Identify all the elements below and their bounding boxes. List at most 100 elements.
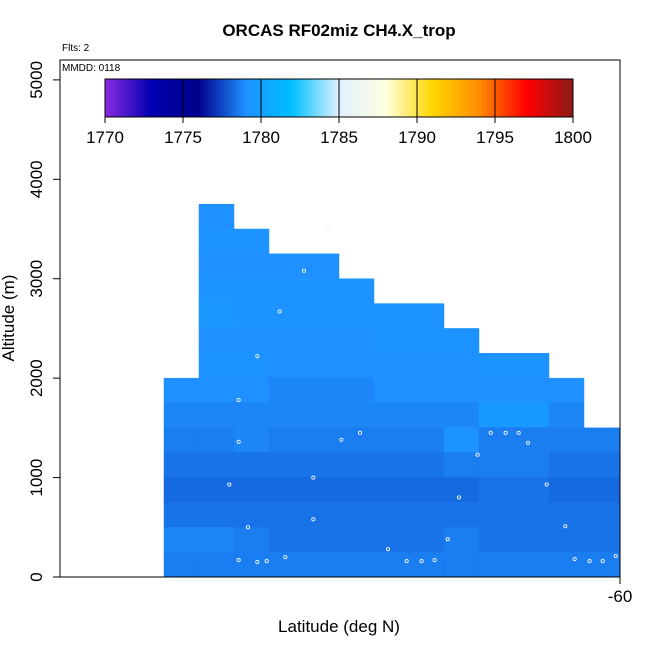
flight-point	[600, 559, 605, 564]
heatmap-cell	[233, 551, 270, 578]
y-tick-label: 3000	[27, 260, 46, 298]
colorbar-tick-label: 1795	[476, 128, 514, 147]
heatmap-cell	[338, 476, 375, 503]
flight-point	[456, 495, 461, 500]
heatmap-cell	[338, 351, 375, 378]
heatmap-cell	[233, 301, 270, 328]
heatmap-cell	[233, 426, 270, 453]
heatmap-cell	[373, 551, 445, 578]
heatmap-cell	[583, 451, 621, 478]
heatmap-cell	[233, 228, 270, 253]
flight-point	[445, 537, 450, 542]
heatmap-cell	[268, 301, 340, 328]
heatmap-cell	[233, 401, 270, 428]
heatmap-cell	[163, 377, 200, 403]
flight-point	[503, 430, 508, 435]
heatmap-cell	[233, 351, 270, 378]
flight-point	[419, 559, 424, 564]
heatmap-cell	[163, 426, 200, 453]
heatmap-cell	[443, 426, 480, 453]
heatmap-cell	[198, 376, 235, 403]
heatmap-cell	[233, 276, 270, 303]
flights-annotation: Flts: 2	[62, 43, 90, 54]
heatmap-cell	[198, 351, 235, 378]
heatmap-cell	[443, 351, 480, 378]
heatmap-cell	[198, 476, 235, 503]
heatmap-cell	[443, 376, 480, 403]
colorbar: 1770 1775 1780 1785 1790 1795 1800	[86, 78, 592, 147]
flight-point	[587, 559, 592, 564]
flight-point	[572, 557, 577, 562]
y-tick-label: 1000	[27, 459, 46, 497]
flight-point	[544, 482, 549, 487]
colorbar-tick-label: 1790	[398, 128, 436, 147]
heatmap-cell	[233, 476, 270, 503]
heatmap-cell	[548, 426, 585, 453]
flight-point	[301, 268, 307, 273]
heatmap-cell	[268, 401, 340, 428]
heatmap-cell	[198, 551, 235, 578]
flight-point	[404, 559, 409, 564]
heatmap-cell	[548, 401, 585, 428]
heatmap-cell	[198, 526, 235, 553]
heatmap-cell	[163, 401, 200, 428]
heatmap-cell	[373, 303, 445, 328]
flight-point	[432, 558, 437, 563]
heatmap-cell	[373, 476, 445, 503]
heatmap-cell	[268, 351, 340, 378]
heatmap-cell	[338, 426, 375, 453]
heatmap-cell	[548, 526, 585, 553]
heatmap-cell	[268, 376, 340, 403]
heatmap-cell	[268, 476, 340, 503]
heatmap-cell	[548, 476, 585, 503]
heatmap-cell	[233, 376, 270, 403]
flight-point	[277, 309, 282, 314]
heatmap-cell	[443, 451, 480, 478]
heatmap-cell	[338, 526, 375, 553]
y-tick-label: 0	[27, 572, 46, 581]
y-tick-label: 5000	[27, 61, 46, 99]
heatmap-cell	[163, 451, 200, 478]
flight-point	[245, 525, 251, 530]
colorbar-ticks: 1770 1775 1780 1785 1790 1795 1800	[86, 79, 592, 147]
heatmap-cell	[478, 401, 550, 428]
flight-point	[255, 354, 260, 359]
flight-point	[475, 452, 480, 457]
heatmap-cell	[268, 253, 340, 278]
colorbar-tick-label: 1800	[554, 128, 592, 147]
heatmap-cell	[478, 451, 550, 478]
heatmap-cell	[373, 451, 445, 478]
heatmap-cell	[478, 501, 550, 528]
heatmap-cell	[373, 526, 445, 553]
heatmap-cell	[478, 526, 550, 553]
heatmap-cell	[268, 501, 340, 528]
heatmap-cell	[233, 326, 270, 353]
heatmap-cell	[338, 301, 375, 328]
heatmap-cell	[478, 476, 550, 503]
flight-point	[264, 559, 269, 564]
flight-point	[236, 558, 241, 563]
heatmap-cell	[443, 328, 480, 353]
heatmap-cell	[268, 426, 340, 453]
heatmap-cell	[198, 301, 235, 328]
heatmap-cell	[163, 476, 200, 503]
heatmap-cell	[373, 326, 445, 353]
flight-point	[488, 430, 493, 435]
flight-point	[357, 430, 363, 435]
heatmap-cell	[443, 501, 480, 528]
heatmap-cell	[443, 526, 480, 553]
heatmap-cell	[478, 353, 550, 378]
heatmap-cell	[583, 427, 621, 453]
flight-point	[525, 440, 531, 445]
heatmap-cell	[338, 451, 375, 478]
heatmap-cell	[443, 401, 480, 428]
x-axis-label: Latitude (deg N)	[278, 617, 400, 636]
heatmap-cell	[198, 501, 235, 528]
heatmap-cell	[268, 276, 340, 303]
heatmap-cell	[163, 526, 200, 553]
flight-point	[283, 555, 288, 560]
heatmap-cell	[478, 426, 550, 453]
colorbar-tick-label: 1770	[86, 128, 124, 147]
heatmap-cell	[268, 451, 340, 478]
